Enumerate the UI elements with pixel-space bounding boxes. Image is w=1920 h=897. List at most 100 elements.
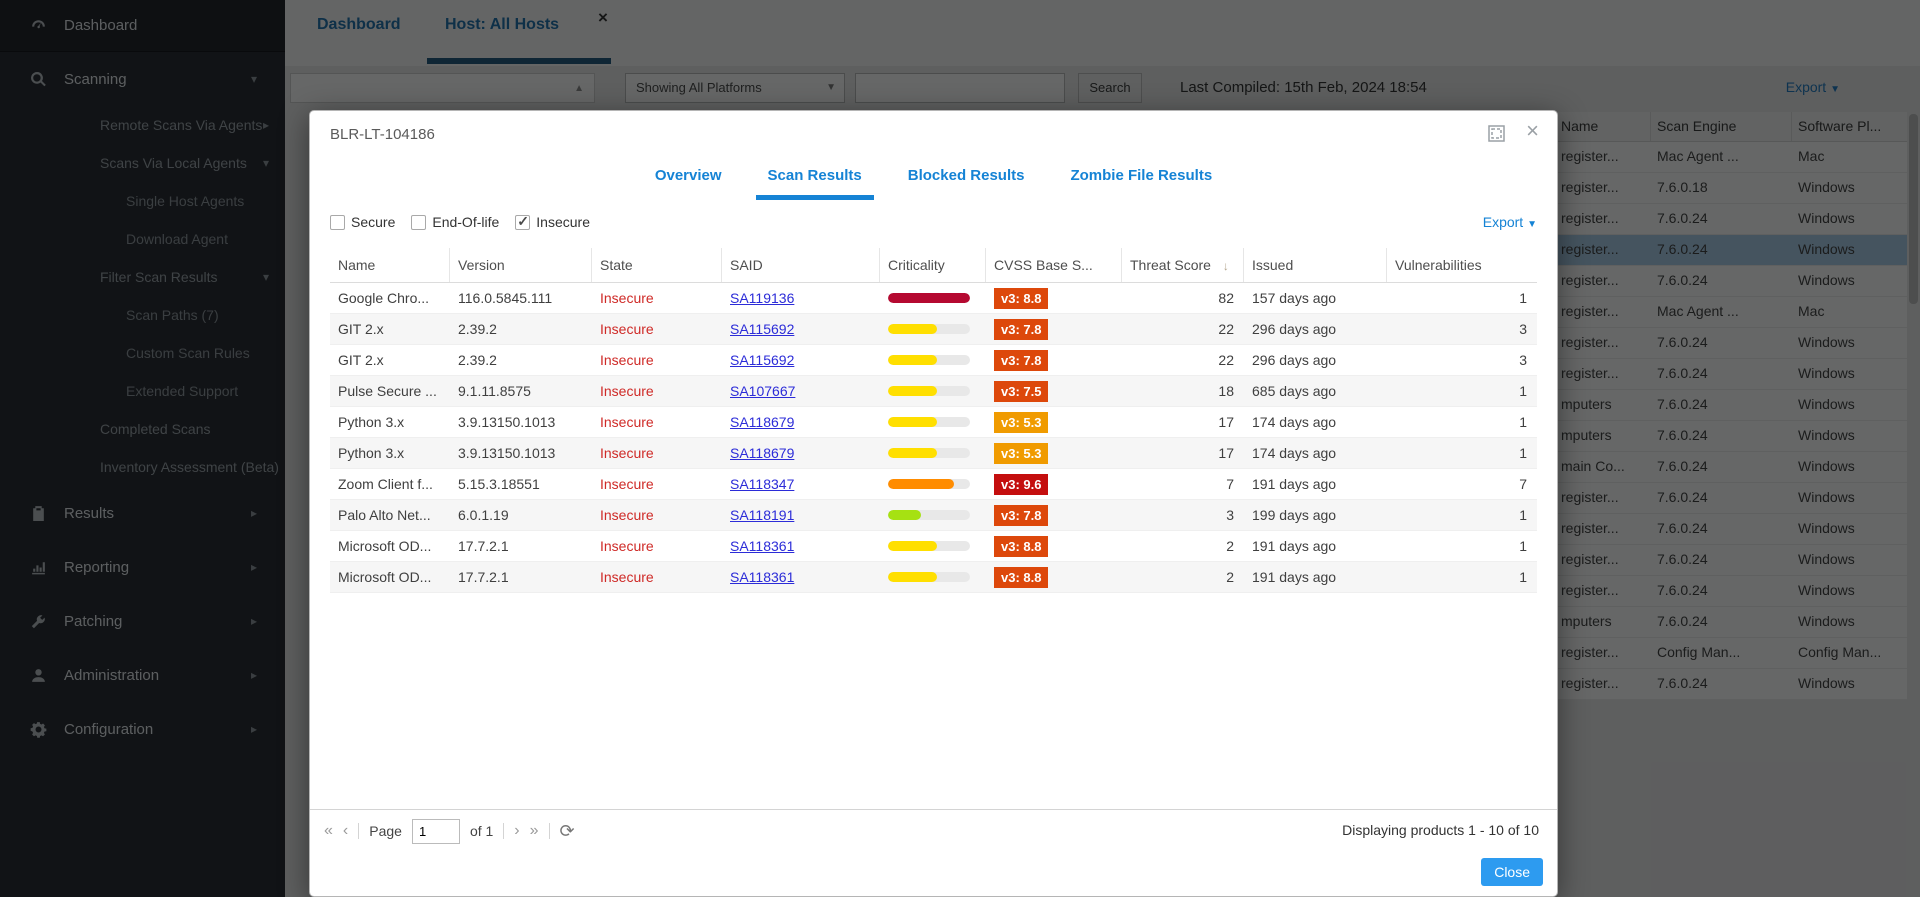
said-link[interactable]: SA115692 — [730, 352, 795, 368]
vulnerabilities-count: 3 — [1519, 352, 1527, 368]
said-link[interactable]: SA107667 — [730, 383, 796, 399]
said-link[interactable]: SA118347 — [730, 476, 795, 492]
issued: 191 days ago — [1252, 569, 1337, 585]
said-link[interactable]: SA118191 — [730, 507, 795, 523]
criticality-bar-fill — [888, 293, 970, 303]
threat-score: 22 — [1218, 352, 1234, 368]
scan-result-row[interactable]: GIT 2.x 2.39.2 Insecure SA115692 v3: 7.8… — [330, 314, 1537, 345]
cvss-score-badge: v3: 7.8 — [994, 349, 1049, 371]
criticality-bar-fill — [888, 324, 938, 334]
said-link[interactable]: SA118679 — [730, 445, 795, 461]
scan-result-row[interactable]: Python 3.x 3.9.13150.1013 Insecure SA118… — [330, 438, 1537, 469]
column-header-name[interactable]: Name — [330, 248, 450, 282]
checkbox-icon: ✓ — [330, 214, 345, 230]
next-page-button[interactable]: › — [514, 822, 520, 839]
pagination-bar: « ‹ Page of 1 › » ⟳ Displaying products … — [310, 809, 1557, 851]
scan-result-row[interactable]: Palo Alto Net... 6.0.1.19 Insecure SA118… — [330, 500, 1537, 531]
criticality-bar — [888, 448, 970, 458]
issued: 296 days ago — [1252, 352, 1337, 368]
modal-tab[interactable]: Blocked Results — [907, 167, 1025, 184]
state-value: Insecure — [600, 507, 654, 523]
column-header-criticality[interactable]: Criticality — [880, 248, 986, 282]
displaying-status: Displaying products 1 - 10 of 10 — [1342, 822, 1539, 838]
chevron-down-icon: ▼ — [1527, 219, 1537, 230]
criticality-cell — [880, 355, 986, 365]
threat-score: 7 — [1226, 476, 1234, 492]
active-tab-underline — [755, 195, 874, 200]
product-name: Microsoft OD... — [338, 569, 432, 585]
vulnerabilities-count: 1 — [1519, 538, 1527, 554]
cvss-score-badge: v3: 7.5 — [994, 380, 1049, 402]
state-filter-checkbox[interactable]: ✓ Insecure — [515, 212, 590, 230]
state-filter-checkbox[interactable]: ✓ Secure — [330, 214, 395, 230]
column-header-state[interactable]: State — [592, 248, 722, 282]
modal-tabs: Overview Scan Results Blocked Results Zo… — [310, 167, 1557, 200]
modal-tab[interactable]: Zombie File Results — [1070, 167, 1213, 184]
last-page-button[interactable]: » — [529, 822, 539, 839]
criticality-bar-fill — [888, 386, 938, 396]
modal-tab[interactable]: Scan Results — [755, 167, 874, 200]
criticality-cell — [880, 448, 986, 458]
issued: 191 days ago — [1252, 538, 1337, 554]
product-name: Pulse Secure ... — [338, 383, 437, 399]
page-number-input[interactable] — [411, 818, 460, 844]
product-name: Python 3.x — [338, 445, 405, 461]
cvss-cell: v3: 8.8 — [986, 535, 1122, 557]
criticality-cell — [880, 572, 986, 582]
cvss-cell: v3: 5.3 — [986, 411, 1122, 433]
said-link[interactable]: SA119136 — [730, 290, 795, 306]
scan-result-row[interactable]: Google Chro... 116.0.5845.111 Insecure S… — [330, 283, 1537, 314]
column-header-cvss[interactable]: CVSS Base S... — [986, 248, 1122, 282]
vulnerabilities-count: 7 — [1519, 476, 1527, 492]
scan-result-row[interactable]: GIT 2.x 2.39.2 Insecure SA115692 v3: 7.8… — [330, 345, 1537, 376]
previous-page-button[interactable]: ‹ — [342, 822, 349, 839]
criticality-cell — [880, 386, 986, 396]
export-button[interactable]: Export ▼ — [1482, 214, 1537, 230]
scan-result-row[interactable]: Zoom Client f... 5.15.3.18551 Insecure S… — [330, 469, 1537, 500]
issued: 296 days ago — [1252, 321, 1337, 337]
criticality-cell — [880, 293, 986, 303]
scan-result-row[interactable]: Microsoft OD... 17.7.2.1 Insecure SA1183… — [330, 531, 1537, 562]
said-link[interactable]: SA118679 — [730, 414, 795, 430]
column-header-version[interactable]: Version — [450, 248, 592, 282]
threat-score: 17 — [1218, 414, 1234, 430]
refresh-icon[interactable]: ⟳ — [559, 820, 575, 841]
said-link[interactable]: SA118361 — [730, 569, 795, 585]
said-link[interactable]: SA118361 — [730, 538, 795, 554]
checkbox-icon: ✓ — [411, 214, 427, 230]
column-header-issued[interactable]: Issued — [1244, 248, 1387, 282]
issued: 199 days ago — [1252, 507, 1337, 523]
close-icon[interactable]: × — [1526, 118, 1539, 143]
state-filter-checkbox[interactable]: ✓ End-Of-life — [411, 214, 499, 230]
column-header-said[interactable]: SAID — [722, 248, 880, 282]
maximize-icon[interactable] — [1488, 125, 1505, 142]
cvss-cell: v3: 5.3 — [986, 442, 1122, 464]
column-header-threat-score[interactable]: Threat Score ↓ — [1122, 248, 1244, 282]
vulnerabilities-count: 1 — [1519, 569, 1527, 585]
vulnerabilities-count: 1 — [1519, 414, 1527, 430]
state-value: Insecure — [600, 445, 654, 461]
page-of-label: of 1 — [469, 823, 494, 839]
close-button[interactable]: Close — [1481, 858, 1543, 886]
vulnerabilities-count: 1 — [1519, 383, 1527, 399]
product-version: 2.39.2 — [458, 321, 497, 337]
scan-result-row[interactable]: Microsoft OD... 17.7.2.1 Insecure SA1183… — [330, 562, 1537, 593]
product-version: 9.1.11.8575 — [458, 383, 531, 399]
criticality-bar — [888, 572, 970, 582]
criticality-bar — [888, 479, 970, 489]
modal-tab[interactable]: Overview — [654, 167, 722, 184]
cvss-score-badge: v3: 5.3 — [994, 411, 1049, 433]
sort-descending-icon: ↓ — [1222, 259, 1229, 273]
said-link[interactable]: SA115692 — [730, 321, 795, 337]
first-page-button[interactable]: « — [324, 822, 333, 839]
cvss-score-badge: v3: 5.3 — [994, 442, 1049, 464]
threat-score: 2 — [1226, 538, 1234, 554]
product-name: GIT 2.x — [338, 321, 384, 337]
vulnerabilities-count: 1 — [1519, 507, 1527, 523]
criticality-bar-fill — [888, 355, 938, 365]
modal-header: BLR-LT-104186 × — [310, 111, 1557, 157]
scan-result-row[interactable]: Python 3.x 3.9.13150.1013 Insecure SA118… — [330, 407, 1537, 438]
column-header-vulnerabilities[interactable]: Vulnerabilities — [1395, 257, 1482, 273]
scan-result-row[interactable]: Pulse Secure ... 9.1.11.8575 Insecure SA… — [330, 376, 1537, 407]
threat-score: 2 — [1226, 569, 1234, 585]
